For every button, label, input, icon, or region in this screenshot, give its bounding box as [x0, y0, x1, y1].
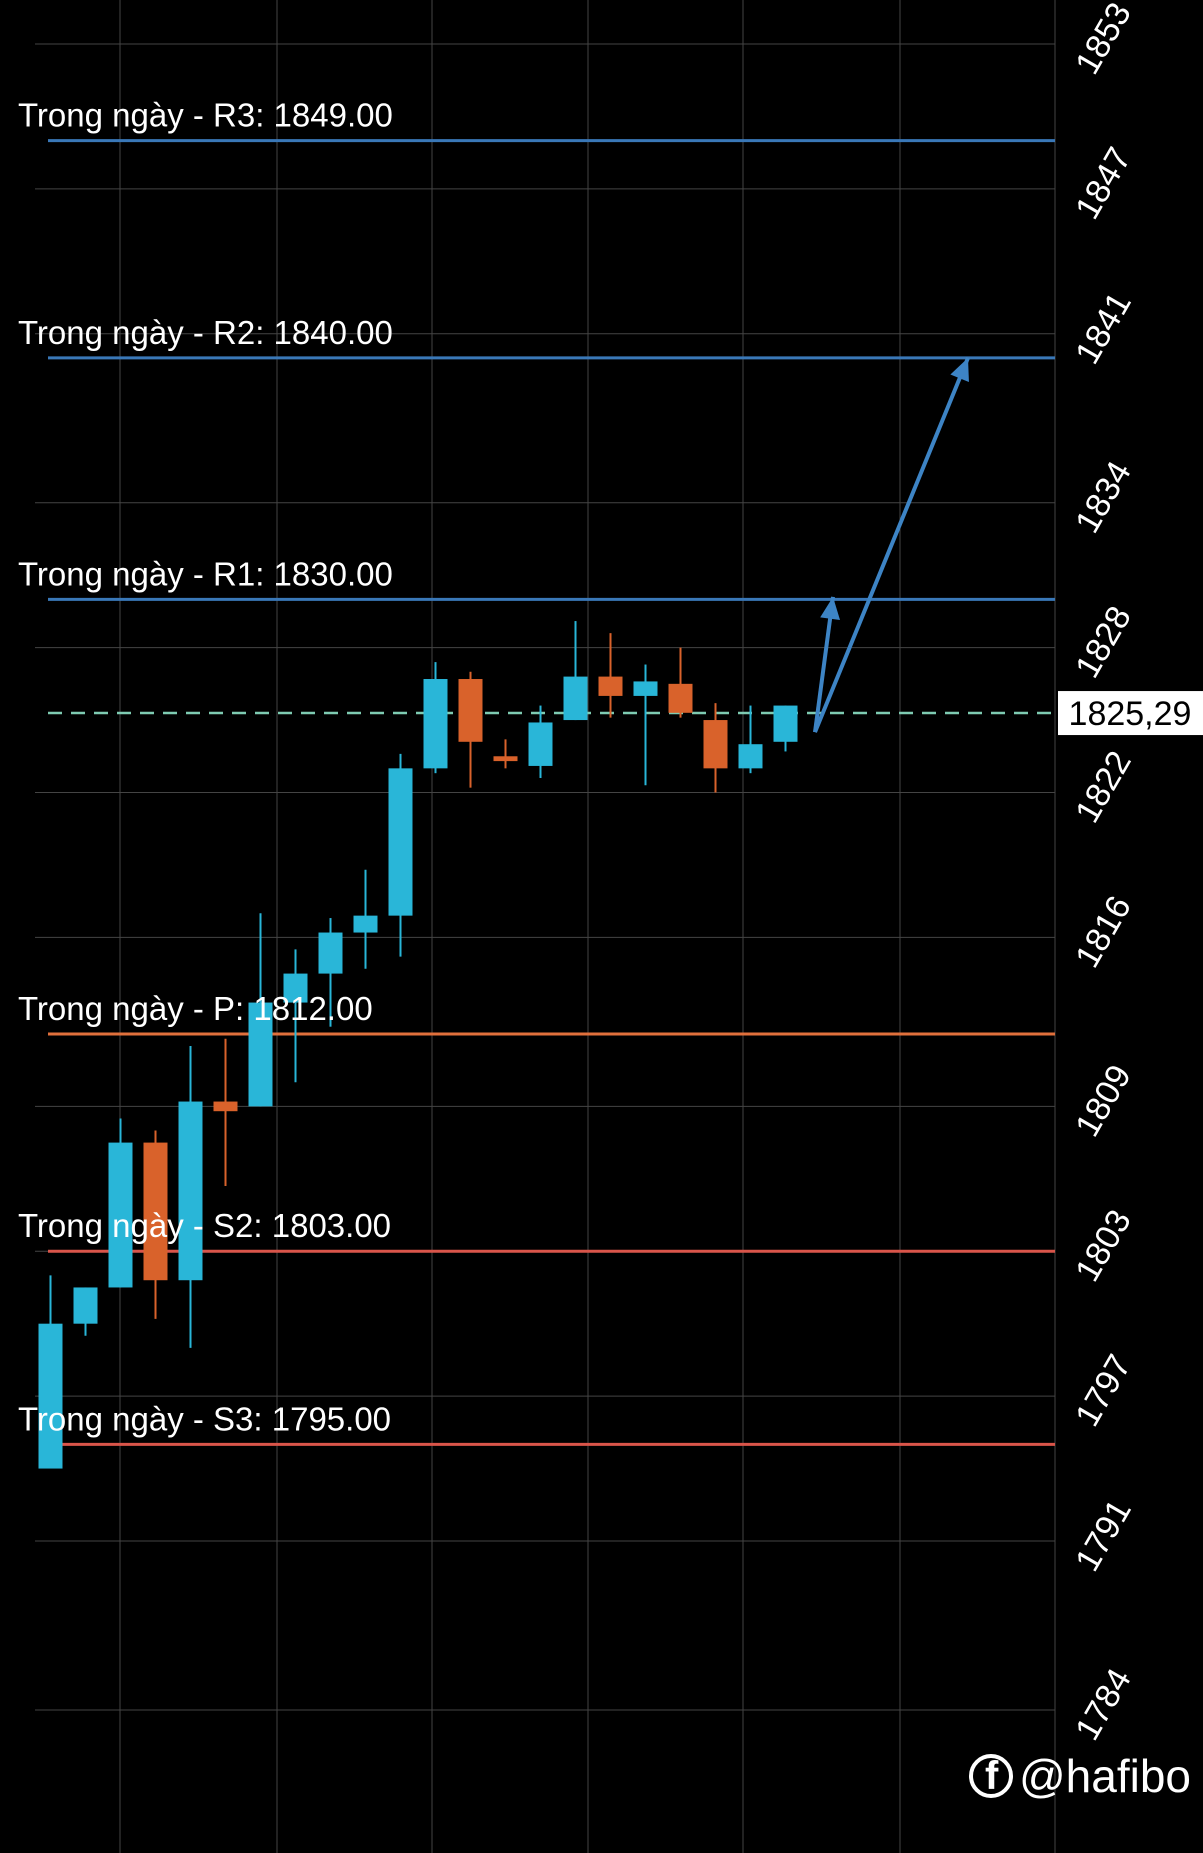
- y-tick-label: 1828: [1068, 600, 1139, 685]
- candle-body-bull: [528, 722, 553, 766]
- y-tick-label: 1853: [1068, 0, 1139, 81]
- y-tick-label: 1834: [1068, 455, 1139, 540]
- y-tick-label: 1822: [1068, 745, 1139, 830]
- y-tick-label: 1841: [1068, 286, 1139, 371]
- candle-body-bull: [633, 681, 658, 696]
- candles: [38, 621, 798, 1469]
- candle-body-bull: [73, 1287, 98, 1324]
- level-label: Trong ngày - R2: 1840.00: [18, 314, 393, 351]
- facebook-icon: [968, 1754, 1013, 1799]
- current-price-tag: 1825,29: [1058, 691, 1203, 736]
- y-tick-label: 1784: [1068, 1662, 1139, 1747]
- y-tick-label: 1791: [1068, 1493, 1139, 1578]
- candle-body-bull: [38, 1323, 63, 1469]
- candle-body-bull: [283, 973, 308, 1003]
- y-tick-label: 1803: [1068, 1203, 1139, 1288]
- candle-body-bull: [773, 705, 798, 742]
- candle-body-bear: [458, 679, 483, 742]
- candle-body-bull: [423, 679, 448, 769]
- current-price-tag-bg: [1058, 691, 1203, 736]
- y-tick-label: 1847: [1068, 141, 1139, 226]
- level-labels: Trong ngày - R3: 1849.00 Trong ngày - R2:…: [18, 97, 393, 1438]
- level-label: Trong ngày - P: 1812.00: [18, 990, 373, 1027]
- arrow-to-r2-shaft: [813, 357, 970, 733]
- candle-body-bull: [318, 932, 343, 974]
- candle-body-bear: [703, 720, 728, 769]
- candle-body-bear: [213, 1101, 238, 1112]
- candle-body-bull: [108, 1142, 133, 1288]
- candle-body-bull: [248, 1002, 273, 1107]
- y-tick-label: 1809: [1068, 1059, 1139, 1144]
- y-tick-label: 1797: [1068, 1348, 1139, 1433]
- arrow-to-r1-shaft: [813, 596, 835, 733]
- y-tick-label: 1816: [1068, 890, 1139, 975]
- watermark-text: @hafibo: [1018, 1750, 1191, 1802]
- current-price-label: 1825,29: [1069, 695, 1192, 733]
- level-label: Trong ngày - S2: 1803.00: [18, 1207, 391, 1244]
- candle-body-bull: [388, 768, 413, 916]
- pivot-levels: [48, 139, 1055, 1446]
- level-label: Trong ngày - S3: 1795.00: [18, 1400, 391, 1437]
- candle-body-bear: [598, 676, 623, 696]
- forecast-arrows: [813, 357, 970, 733]
- level-label: Trong ngày - R3: 1849.00: [18, 97, 393, 134]
- candle-body-bull: [353, 915, 378, 933]
- candle-body-bull: [178, 1101, 203, 1281]
- candle-body-bear: [493, 756, 518, 762]
- grid: [35, 0, 1056, 1853]
- level-label: Trong ngày - R1: 1830.00: [18, 555, 393, 592]
- candle-body-bull: [738, 744, 763, 769]
- watermark: @hafibo: [968, 1749, 1191, 1803]
- y-axis: 1853 1847 1841 1834 1828 1822 1816 1809 1803 1797…: [1068, 0, 1139, 1747]
- candle-body-bull: [563, 676, 588, 721]
- candle-body-bear: [668, 683, 693, 713]
- arrow-to-r2-head: [950, 357, 969, 383]
- candle-body-bear: [143, 1142, 168, 1281]
- arrow-to-r1-head: [820, 596, 841, 621]
